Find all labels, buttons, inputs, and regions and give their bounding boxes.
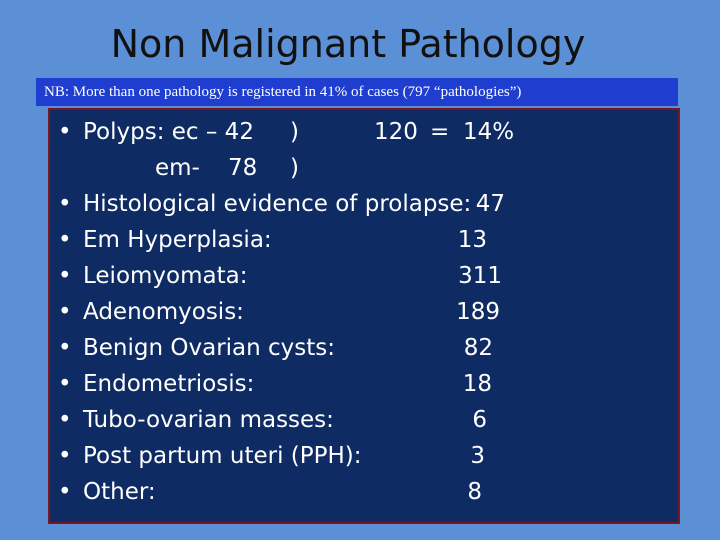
item-value: 13 xyxy=(458,222,487,258)
item-label: Histological evidence of prolapse: xyxy=(83,186,471,222)
item-label: Em Hyperplasia: xyxy=(83,222,272,258)
polyps-paren: ) xyxy=(290,114,299,150)
note-banner: NB: More than one pathology is registere… xyxy=(36,78,678,106)
polyps-label: Polyps: ec – 42 xyxy=(83,114,254,150)
item-label: Adenomyosis: xyxy=(83,294,244,330)
item-value: 47 xyxy=(476,186,505,222)
list-item-polyps: • Polyps: ec – 42 ) 120 = 14% xyxy=(50,114,678,150)
polyps-em-label: em- xyxy=(155,150,200,186)
list-item: • Other: 8 xyxy=(50,474,678,510)
bullet: • xyxy=(58,222,78,258)
bullet: • xyxy=(58,186,78,222)
bullet: • xyxy=(58,438,78,474)
bullet: • xyxy=(58,402,78,438)
bullet: • xyxy=(58,330,78,366)
bullet: • xyxy=(58,474,78,510)
item-label: Leiomyomata: xyxy=(83,258,247,294)
item-value: 18 xyxy=(463,366,492,402)
item-value: 8 xyxy=(467,474,482,510)
item-value: 3 xyxy=(470,438,485,474)
list-item: • Adenomyosis: 189 xyxy=(50,294,678,330)
content-panel: • Polyps: ec – 42 ) 120 = 14% em- 78 ) •… xyxy=(48,108,680,524)
polyps-em-value: 78 xyxy=(228,150,257,186)
list-item: • Histological evidence of prolapse: 47 xyxy=(50,186,678,222)
item-label: Post partum uteri (PPH): xyxy=(83,438,362,474)
item-value: 6 xyxy=(472,402,487,438)
bullet: • xyxy=(58,294,78,330)
list-item-polyps-em: em- 78 ) xyxy=(50,150,678,186)
list-item: • Tubo-ovarian masses: 6 xyxy=(50,402,678,438)
bullet: • xyxy=(58,366,78,402)
polyps-em-paren: ) xyxy=(290,150,299,186)
list-item: • Endometriosis: 18 xyxy=(50,366,678,402)
polyps-total: 120 xyxy=(374,114,418,150)
list-item: • Leiomyomata: 311 xyxy=(50,258,678,294)
list-item: • Em Hyperplasia: 13 xyxy=(50,222,678,258)
item-value: 189 xyxy=(456,294,500,330)
item-label: Tubo-ovarian masses: xyxy=(83,402,334,438)
list-item: • Post partum uteri (PPH): 3 xyxy=(50,438,678,474)
item-value: 82 xyxy=(464,330,493,366)
bullet: • xyxy=(58,114,78,150)
slide-title: Non Malignant Pathology xyxy=(0,22,696,66)
item-value: 311 xyxy=(458,258,502,294)
polyps-equals: = xyxy=(430,114,449,150)
item-label: Benign Ovarian cysts: xyxy=(83,330,335,366)
item-label: Other: xyxy=(83,474,156,510)
bullet: • xyxy=(58,258,78,294)
item-label: Endometriosis: xyxy=(83,366,254,402)
list-item: • Benign Ovarian cysts: 82 xyxy=(50,330,678,366)
polyps-percent: 14% xyxy=(463,114,514,150)
